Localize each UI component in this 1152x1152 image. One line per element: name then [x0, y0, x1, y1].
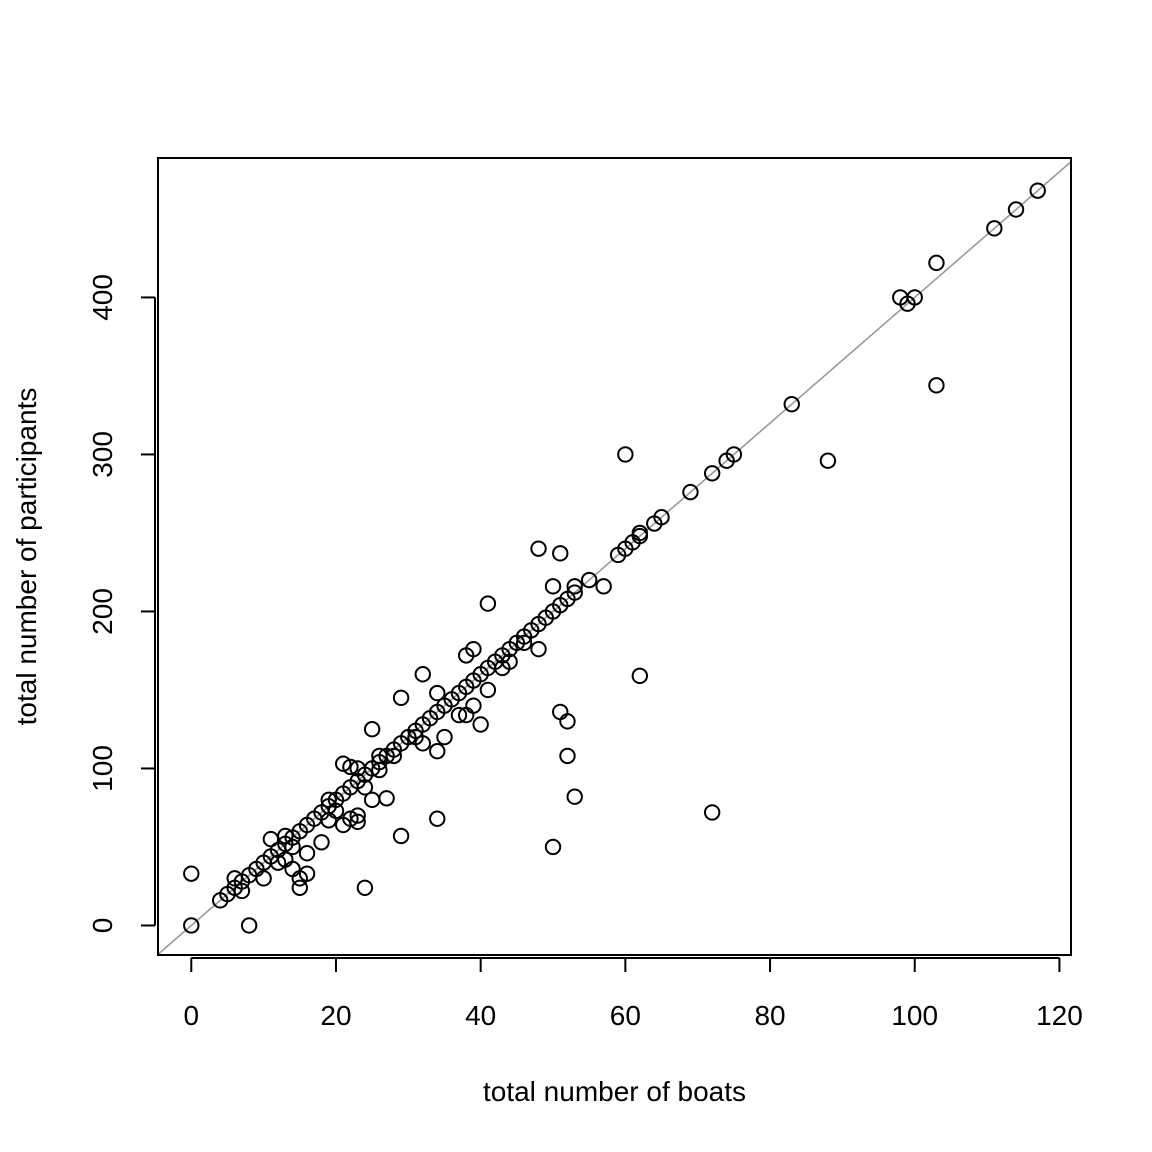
data-point [385, 747, 403, 765]
data-point [479, 681, 497, 699]
data-point [544, 578, 562, 595]
data-point [392, 689, 410, 707]
data-point [392, 827, 410, 845]
data-point [544, 838, 562, 856]
data-point [233, 882, 251, 900]
data-point [429, 684, 446, 702]
data-point [631, 524, 649, 542]
y-tick-label: 0 [87, 918, 118, 934]
data-point [363, 721, 381, 738]
data-point [559, 747, 576, 765]
data-point [552, 545, 569, 562]
x-tick-label: 0 [183, 1000, 199, 1031]
data-point [515, 634, 533, 652]
data-point [617, 446, 634, 463]
data-point [465, 697, 482, 714]
data-point [436, 728, 453, 746]
data-point [530, 540, 547, 557]
data-point [906, 289, 923, 306]
data-point [356, 779, 374, 796]
data-point [291, 879, 308, 896]
y-axis: 0 100 200 300 400 [87, 274, 156, 934]
data-point [530, 640, 547, 658]
data-point [580, 571, 598, 589]
data-point [313, 834, 330, 851]
data-point [349, 813, 366, 831]
data-point [183, 865, 200, 882]
x-tick-label: 120 [1036, 1000, 1083, 1031]
data-point [414, 735, 431, 752]
y-axis-title: total number of participants [11, 388, 42, 726]
data-point [928, 377, 945, 394]
data-point [631, 667, 649, 685]
data-point [240, 917, 258, 934]
data-point [342, 758, 359, 776]
data-point [183, 917, 200, 934]
data-point [928, 254, 945, 272]
data-point [429, 810, 446, 827]
data-point [682, 483, 699, 501]
data-point [566, 578, 583, 595]
x-tick-label: 80 [754, 1000, 785, 1031]
data-point [1029, 182, 1046, 199]
data-point [559, 713, 576, 730]
reference-line [157, 161, 1072, 955]
data-point [363, 791, 381, 809]
data-point [986, 220, 1003, 237]
data-point [566, 788, 583, 805]
data-point [479, 595, 497, 612]
data-point [465, 640, 482, 658]
data-point [725, 446, 743, 463]
reference-line-layer [157, 161, 1072, 955]
data-point [703, 465, 721, 482]
data-point [371, 761, 388, 779]
data-point [327, 802, 345, 820]
y-tick-label: 400 [87, 274, 118, 321]
data-point [335, 755, 352, 772]
data-point [414, 666, 431, 683]
data-point [298, 845, 316, 862]
data-point [472, 716, 489, 733]
data-point [349, 807, 366, 824]
y-tick-label: 200 [87, 588, 118, 635]
data-point [566, 584, 583, 601]
plot-frame [157, 157, 1072, 956]
x-tick-label: 20 [320, 1000, 351, 1031]
data-point [269, 854, 287, 871]
x-tick-label: 100 [891, 1000, 938, 1031]
data-point [501, 653, 518, 670]
x-tick-label: 60 [610, 1000, 641, 1031]
data-point [450, 706, 468, 724]
points-layer [183, 182, 1046, 934]
data-point [1007, 201, 1025, 218]
data-point [284, 860, 301, 878]
data-point [356, 879, 374, 896]
y-tick-label: 300 [87, 431, 118, 478]
data-point [255, 870, 272, 887]
data-point [703, 804, 721, 821]
data-point [298, 865, 316, 882]
data-point [783, 395, 800, 413]
y-tick-label: 100 [87, 745, 118, 792]
data-point [819, 452, 837, 469]
data-point [552, 703, 569, 721]
data-point [284, 838, 301, 856]
data-point [429, 742, 446, 760]
data-point [342, 810, 359, 827]
data-point [378, 790, 395, 807]
data-point [595, 578, 612, 595]
data-point [653, 509, 670, 526]
x-tick-label: 40 [465, 1000, 496, 1031]
x-axis-title: total number of boats [483, 1076, 746, 1107]
x-axis: 0 20 40 60 80 100 120 [183, 957, 1083, 1031]
